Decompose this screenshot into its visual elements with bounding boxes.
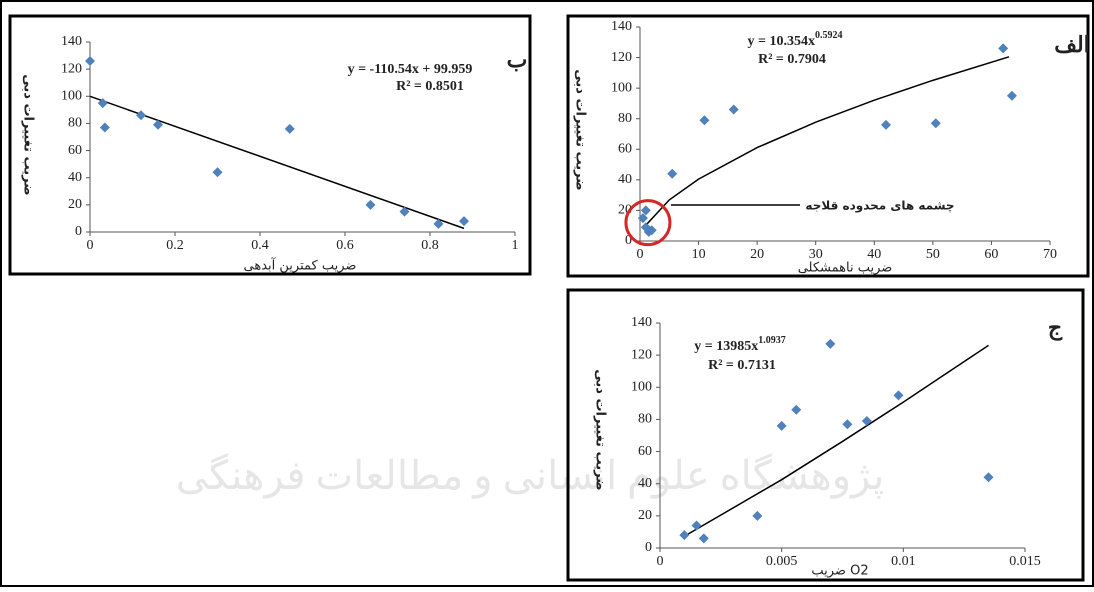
data-point	[699, 115, 709, 125]
equation-exponent: 0.5924	[815, 30, 843, 41]
data-point	[85, 56, 95, 66]
x-tick-label: 50	[926, 247, 940, 262]
y-tick-label: 20	[68, 197, 82, 212]
x-tick-label: 0.6	[336, 238, 354, 253]
chart-frame	[568, 16, 1088, 276]
data-point	[893, 390, 903, 400]
y-axis-label: ضریب تغییرات دبی	[573, 69, 588, 191]
x-tick-label: 10	[692, 247, 706, 262]
outer-frame	[1, 1, 1093, 586]
panel-label: ج	[1048, 315, 1063, 341]
x-tick-label: 0	[657, 554, 664, 569]
x-axis-label: ضریب ناهمشکلی	[798, 261, 893, 276]
data-point	[931, 118, 941, 128]
data-point	[984, 472, 994, 482]
equation-text: y = 10.354x	[748, 34, 815, 49]
equation-text: y = 13985x	[694, 339, 758, 354]
data-point	[998, 43, 1008, 53]
data-point	[825, 339, 835, 349]
y-tick-label: 40	[68, 170, 82, 185]
y-tick-label: 60	[618, 142, 632, 157]
data-point	[862, 416, 872, 426]
x-tick-label: 1	[512, 238, 519, 253]
y-tick-label: 140	[631, 315, 652, 330]
r-squared: R² = 0.7904	[758, 52, 826, 67]
y-axis-label: ضریب تغییرات دبی	[21, 74, 36, 196]
y-tick-label: 100	[611, 80, 632, 95]
x-tick-label: 0.4	[251, 238, 269, 253]
data-point	[881, 120, 891, 130]
annotation: چشمه های محدوده قلاجه	[805, 199, 954, 214]
data-point	[459, 216, 469, 226]
panel-label: ب	[507, 47, 528, 72]
y-tick-label: 100	[631, 380, 652, 395]
y-tick-label: 20	[638, 508, 652, 523]
y-tick-label: 80	[68, 116, 82, 131]
figure: پژوهشگاه علوم انسانی و مطالعات فرهنگی 0 2…	[0, 0, 1094, 587]
data-point	[366, 200, 376, 210]
data-point	[1007, 91, 1017, 101]
trendline	[90, 96, 464, 228]
r-squared: R² = 0.7131	[708, 358, 776, 373]
y-tick-label: 100	[61, 89, 82, 104]
trend-equation: y = -110.54x + 99.959	[348, 62, 473, 77]
x-axis-label: ضریب O2	[811, 564, 868, 579]
x-tick-label: 70	[1043, 247, 1057, 262]
data-point	[213, 167, 223, 177]
equation-text: y = -110.54x + 99.959	[348, 62, 473, 77]
trend-equation: y = 10.354x0.5924	[748, 30, 843, 49]
y-tick-label: 40	[638, 476, 652, 491]
y-tick-label: 0	[75, 224, 82, 239]
x-tick-label: 0.01	[891, 554, 916, 569]
chart-frame	[10, 16, 530, 274]
x-tick-label: 0.8	[421, 238, 439, 253]
y-tick-label: 40	[618, 172, 632, 187]
r-squared: R² = 0.8501	[396, 79, 464, 94]
x-axis-label: ضریب کمترین آبدهی	[244, 257, 357, 274]
chart-frame	[568, 290, 1083, 580]
x-tick-label: 20	[750, 247, 764, 262]
y-tick-label: 60	[638, 444, 652, 459]
data-point	[285, 124, 295, 134]
data-point	[699, 533, 709, 543]
data-point	[100, 123, 110, 133]
watermark: پژوهشگاه علوم انسانی و مطالعات فرهنگی	[176, 453, 885, 499]
trend-equation: y = 13985x1.0937	[694, 335, 785, 354]
data-point	[777, 421, 787, 431]
y-tick-label: 120	[611, 50, 632, 65]
data-point	[842, 419, 852, 429]
x-tick-label: 0.2	[166, 238, 184, 253]
y-tick-label: 120	[631, 347, 652, 362]
data-point	[791, 405, 801, 415]
data-point	[692, 521, 702, 531]
panel-label: الف	[1054, 32, 1090, 57]
trendline	[684, 345, 988, 536]
data-point	[729, 105, 739, 115]
data-point	[679, 530, 689, 540]
data-point	[667, 169, 677, 179]
y-tick-label: 60	[68, 143, 82, 158]
x-tick-label: 0	[637, 247, 644, 262]
data-point	[136, 110, 146, 120]
equation-exponent: 1.0937	[758, 335, 786, 346]
y-tick-label: 0	[645, 540, 652, 555]
x-tick-label: 0.005	[766, 554, 798, 569]
x-tick-label: 0.015	[1009, 554, 1041, 569]
y-tick-label: 140	[61, 34, 82, 49]
x-tick-label: 60	[984, 247, 998, 262]
y-tick-label: 80	[618, 111, 632, 126]
y-axis-label: ضریب تغییرات دبی	[593, 369, 608, 491]
y-tick-label: 140	[611, 19, 632, 34]
y-tick-label: 80	[638, 412, 652, 427]
data-point	[752, 511, 762, 521]
x-tick-label: 0	[87, 238, 94, 253]
y-tick-label: 120	[61, 61, 82, 76]
